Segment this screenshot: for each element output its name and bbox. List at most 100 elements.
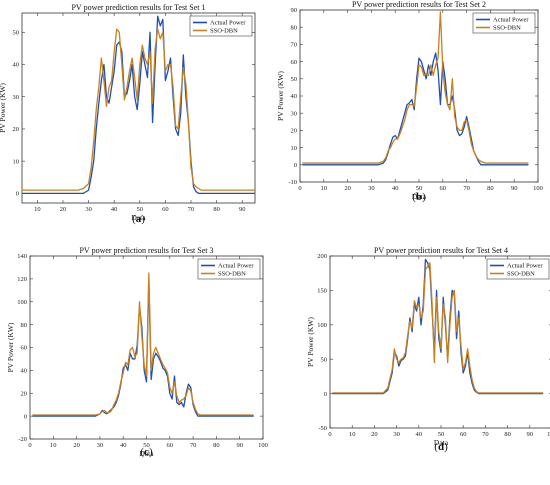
chart-title: PV power prediction results for Test Set… — [79, 246, 213, 255]
chart-title: PV power prediction results for Test Set… — [71, 3, 205, 12]
x-tick-label: 40 — [416, 431, 423, 438]
legend-entry: SSO-DBN — [218, 271, 246, 278]
y-tick-label: 90 — [291, 7, 298, 14]
x-tick-label: 70 — [190, 442, 197, 449]
legend-entry: Actual Power — [218, 263, 254, 270]
x-tick-label: 40 — [120, 442, 127, 449]
x-tick-label: 10 — [321, 185, 328, 192]
panel-caption: (c) — [140, 446, 153, 458]
y-tick-label: 100 — [317, 322, 327, 329]
series-line-sso-dbn — [332, 262, 544, 394]
series-line-sso-dbn — [302, 11, 529, 164]
series-group — [302, 11, 529, 166]
y-tick-label: 20 — [13, 126, 20, 133]
x-tick-label: 50 — [143, 442, 150, 449]
x-tick-label: 50 — [438, 431, 445, 438]
x-tick-label: 10 — [50, 442, 57, 449]
x-tick-label: 70 — [463, 185, 470, 192]
y-tick-label: 60 — [291, 59, 298, 66]
series-line-sso-dbn — [32, 272, 254, 416]
y-tick-label: 40 — [21, 368, 28, 375]
x-tick-label: 70 — [188, 206, 195, 213]
x-axis-label: Data — [434, 438, 449, 447]
y-axis-label: PV Power (KW) — [276, 71, 285, 121]
x-axis-label: Data — [131, 213, 146, 222]
legend-entry: Actual Power — [507, 263, 543, 270]
x-axis-label: Data — [412, 192, 427, 201]
x-tick-label: 90 — [527, 431, 534, 438]
series-group — [32, 272, 254, 417]
y-axis-label: PV Power (KW) — [6, 322, 15, 372]
y-tick-label: 10 — [13, 158, 20, 165]
y-tick-label: 100 — [17, 299, 27, 306]
x-tick-label: 10 — [34, 206, 41, 213]
y-tick-label: 50 — [13, 30, 20, 37]
x-tick-label: 30 — [368, 185, 375, 192]
y-tick-label: -20 — [18, 436, 27, 443]
x-tick-label: 0 — [328, 431, 331, 438]
y-tick-label: 10 — [291, 145, 298, 152]
y-tick-label: 30 — [13, 94, 20, 101]
x-tick-label: 10 — [349, 431, 356, 438]
x-tick-label: 20 — [60, 206, 67, 213]
x-tick-label: 40 — [111, 206, 118, 213]
y-tick-label: 60 — [21, 345, 28, 352]
x-tick-label: 50 — [416, 185, 423, 192]
x-tick-label: 20 — [371, 431, 378, 438]
x-tick-label: 50 — [137, 206, 144, 213]
x-tick-label: 0 — [298, 185, 301, 192]
chart-panel-2: 0 10 20 30 40 50 60 70 80 90 100-10010203040506070… — [276, 0, 543, 203]
y-tick-label: 80 — [21, 322, 28, 329]
panel-caption: (b) — [412, 191, 426, 203]
y-tick-label: 30 — [291, 110, 298, 117]
x-tick-label: 100 — [547, 431, 550, 438]
x-axis-label: Data — [139, 449, 154, 458]
x-tick-label: 90 — [239, 206, 246, 213]
chart-panel-4: 0102030405060708090100-50050100150200PV … — [306, 246, 550, 453]
x-tick-label: 60 — [162, 206, 169, 213]
y-axis-label: PV Power (KW) — [306, 317, 315, 367]
panel-caption: (d) — [434, 441, 448, 453]
y-tick-label: 120 — [17, 276, 27, 283]
x-tick-label: 40 — [392, 185, 399, 192]
x-tick-label: 90 — [511, 185, 518, 192]
y-tick-label: 0 — [16, 191, 19, 198]
y-tick-label: 0 — [24, 413, 27, 420]
y-tick-label: 20 — [291, 128, 298, 135]
plot-frame — [21, 12, 256, 204]
x-tick-label: 70 — [482, 431, 489, 438]
legend-entry: Actual Power — [493, 17, 529, 24]
plot-frame — [299, 9, 539, 183]
chart-title: PV power prediction results for Test Set… — [352, 0, 486, 9]
series-line-sso-dbn — [22, 28, 255, 191]
legend-entry: SSO-DBN — [493, 25, 521, 32]
x-tick-label: 60 — [440, 185, 447, 192]
y-tick-label: 0 — [324, 391, 327, 398]
x-tick-label: 60 — [460, 431, 467, 438]
x-tick-label: 80 — [504, 431, 511, 438]
x-tick-label: 80 — [213, 442, 220, 449]
legend-entry: SSO-DBN — [210, 28, 238, 35]
y-tick-label: -50 — [318, 425, 327, 432]
y-tick-label: 0 — [294, 162, 297, 169]
y-tick-label: 50 — [321, 356, 328, 363]
panel-caption: (a) — [132, 213, 145, 225]
chart-panel-3: 0 10 20 30 40 50 60 70 80 90 100-20020406080100120… — [6, 246, 268, 458]
legend-entry: SSO-DBN — [507, 271, 535, 278]
x-tick-label: 30 — [393, 431, 400, 438]
x-tick-label: 30 — [97, 442, 104, 449]
series-group — [332, 258, 544, 395]
x-tick-label: 80 — [213, 206, 220, 213]
x-tick-label: 90 — [236, 442, 243, 449]
y-tick-label: 40 — [13, 62, 20, 69]
y-tick-label: 70 — [291, 42, 298, 49]
y-axis-label: PV Power (KW) — [0, 83, 7, 133]
chart-panel-1: 10 20 30 40 50 60 70 80 90 0 10 20 30 40 50 PV power pr… — [0, 3, 256, 225]
x-tick-label: 60 — [167, 442, 174, 449]
y-tick-label: 150 — [317, 288, 327, 295]
y-tick-label: 20 — [21, 390, 28, 397]
x-tick-label: 80 — [487, 185, 494, 192]
